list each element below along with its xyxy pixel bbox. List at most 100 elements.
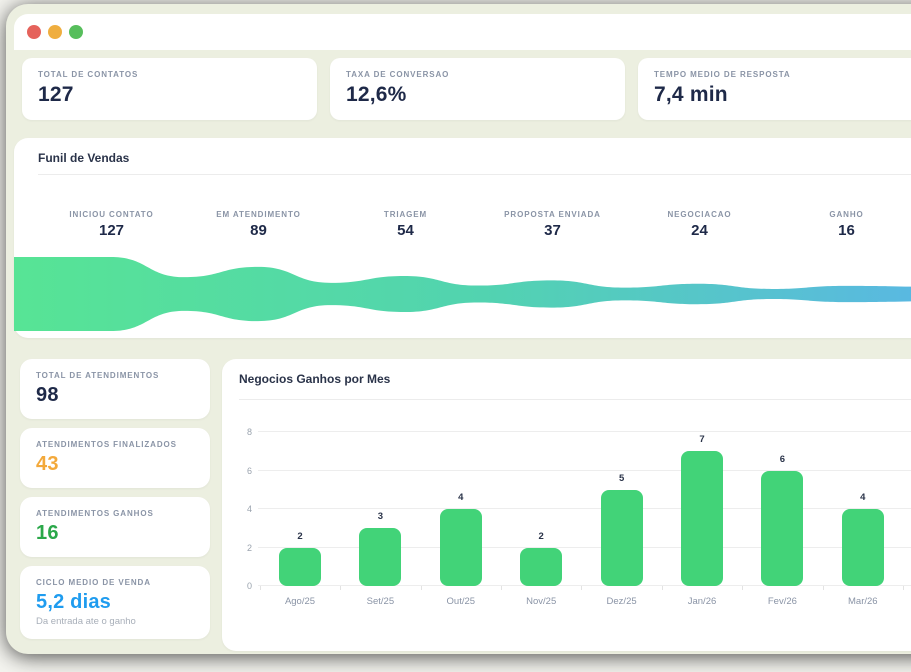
- x-axis-tick: [581, 586, 583, 590]
- bar-value-label: 4: [458, 492, 464, 503]
- stat-label: ATENDIMENTOS GANHOS: [36, 509, 154, 518]
- stat-label: ATENDIMENTOS FINALIZADOS: [36, 440, 177, 449]
- x-axis-category-label: Ago/25: [284, 596, 316, 607]
- bar-Mar/26: [841, 509, 884, 586]
- funnel-stage: EM ATENDIMENTO 89: [185, 210, 332, 239]
- stat-value: 5,2 dias: [36, 591, 111, 613]
- chart-card-title: Negocios Ganhos por Mes: [239, 372, 391, 386]
- x-axis-category-label: Dez/25: [606, 596, 637, 607]
- divider: [239, 399, 911, 400]
- x-axis-tick: [742, 586, 744, 590]
- x-axis-tick: [822, 586, 824, 590]
- funnel-stage: GANHO 16: [773, 210, 911, 239]
- stat-subtitle: Da entrada ate o ganho: [36, 616, 136, 627]
- x-axis-tick: [420, 586, 422, 590]
- funnel-stage-value: 54: [397, 222, 414, 239]
- x-axis-category-label: Mar/26: [848, 596, 878, 607]
- divider: [38, 174, 911, 175]
- funnel-stage-label: EM ATENDIMENTO: [216, 210, 301, 219]
- stat-card-2: TAXA DE CONVERSAO 12,6%: [330, 58, 625, 120]
- stat-label: TOTAL DE CONTATOS: [38, 70, 139, 79]
- x-axis-category-label: Out/25: [446, 596, 476, 607]
- side-stat-card-1: TOTAL DE ATENDIMENTOS 98: [20, 359, 210, 419]
- stat-card-3: TEMPO MEDIO DE RESPOSTA 7,4 min: [638, 58, 911, 120]
- bar-Fev/26: [761, 470, 804, 586]
- x-axis-category-label: Set/25: [366, 596, 395, 607]
- funnel-stage: PROPOSTA ENVIADA 37: [479, 210, 626, 239]
- y-axis-tick-label: 4: [246, 504, 252, 514]
- funnel-card-title: Funil de Vendas: [38, 151, 130, 165]
- x-axis-tick: [903, 586, 904, 590]
- funnel-wave-chart: [14, 257, 911, 331]
- funnel-stage-label: TRIAGEM: [383, 210, 428, 219]
- funnel-stage: TRIAGEM 54: [332, 210, 479, 239]
- bar-value-label: 2: [538, 530, 544, 542]
- stat-value: 98: [36, 384, 59, 406]
- stat-label: TEMPO MEDIO DE RESPOSTA: [654, 70, 791, 79]
- bar-Nov/25: [520, 547, 563, 586]
- funnel-stage-value: 89: [250, 222, 267, 239]
- bar-value-label: 4: [860, 492, 866, 503]
- stat-value: 12,6%: [346, 83, 407, 106]
- y-axis-tick-label: 0: [246, 581, 252, 591]
- y-axis-tick-label: 2: [246, 542, 252, 553]
- stat-label: TOTAL DE ATENDIMENTOS: [36, 371, 160, 380]
- minimize-button[interactable]: [48, 25, 62, 39]
- gridline-y4: [258, 508, 911, 509]
- funnel-stage-value: 127: [98, 222, 125, 239]
- gridline-y8: [258, 431, 911, 432]
- window-titlebar: [14, 14, 911, 50]
- gridline-y0: [258, 585, 911, 586]
- side-stat-card-3: ATENDIMENTOS GANHOS 16: [20, 497, 210, 557]
- funnel-stage-value: 24: [691, 222, 708, 239]
- side-stats-column: TOTAL DE ATENDIMENTOS 98 ATENDIMENTOS FINA…: [20, 359, 210, 639]
- funnel-stage-label: NEGOCIACAO: [667, 210, 732, 219]
- x-axis-tick: [259, 586, 261, 590]
- funnel-stage-value: 37: [544, 222, 561, 239]
- funnel-stage-value: 16: [838, 222, 855, 239]
- stat-value: 43: [36, 453, 59, 475]
- top-stats-row: TOTAL DE CONTATOS 127 TAXA DE CONVERSAO 12,…: [22, 58, 911, 120]
- x-axis-category-label: Nov/25: [526, 596, 557, 607]
- gridline-y6: [258, 469, 911, 471]
- sales-funnel-card: Funil de Vendas INICIOU CONTATO 127 EM ATE…: [14, 138, 911, 338]
- side-stat-card-2: ATENDIMENTOS FINALIZADOS 43: [20, 428, 210, 488]
- funnel-shape: [14, 257, 911, 331]
- funnel-stage-label: PROPOSTA ENVIADA: [504, 210, 601, 219]
- bar-value-label: 7: [699, 434, 705, 446]
- bar-Set/25: [359, 528, 402, 586]
- bar-value-label: 2: [297, 530, 303, 542]
- stat-value: 127: [38, 83, 74, 106]
- y-axis-tick-label: 6: [246, 465, 252, 476]
- bar-Jan/26: [681, 451, 723, 586]
- bar-chart-plot: 8 6 4 2 0 2 Ago/25 3 Set/25 4 Out/25 2 Nov/25 5 Dez/25…: [247, 427, 911, 607]
- stat-value: 16: [36, 522, 59, 544]
- close-button[interactable]: [27, 25, 41, 39]
- x-axis-category-label: Fev/26: [767, 596, 797, 607]
- funnel-stage-label: INICIOU CONTATO: [69, 210, 154, 219]
- bar-Dez/25: [600, 489, 643, 586]
- funnel-stage: INICIOU CONTATO 127: [38, 210, 185, 239]
- stat-label: TAXA DE CONVERSAO: [346, 70, 450, 79]
- bar-value-label: 5: [618, 472, 625, 484]
- bar-Ago/25: [279, 547, 321, 586]
- gridline-y2: [258, 546, 911, 548]
- monthly-wins-chart-card: Negocios Ganhos por Mes 8 6 4 2 0 2 Ago/25 3 Set…: [222, 359, 911, 651]
- side-stat-card-4: CICLO MEDIO DE VENDA 5,2 dias Da entrada a…: [20, 566, 210, 639]
- x-axis-category-label: Jan/26: [687, 596, 717, 607]
- funnel-stage: NEGOCIACAO 24: [626, 210, 773, 239]
- funnel-stage-label: GANHO: [829, 210, 864, 219]
- x-axis-tick: [501, 586, 502, 590]
- x-axis-tick: [340, 586, 342, 590]
- zoom-button[interactable]: [69, 25, 83, 39]
- stat-label: CICLO MEDIO DE VENDA: [36, 578, 151, 587]
- stat-card-1: TOTAL DE CONTATOS 127: [22, 58, 317, 120]
- y-axis-tick-label: 8: [246, 427, 252, 437]
- funnel-stages: INICIOU CONTATO 127 EM ATENDIMENTO 89 TRIAGE…: [38, 210, 911, 239]
- x-axis-tick: [661, 586, 663, 590]
- bar-Out/25: [439, 509, 482, 586]
- bar-value-label: 6: [779, 453, 786, 465]
- app-window: TOTAL DE CONTATOS 127 TAXA DE CONVERSAO 12,…: [6, 4, 911, 654]
- stat-value: 7,4 min: [654, 83, 728, 106]
